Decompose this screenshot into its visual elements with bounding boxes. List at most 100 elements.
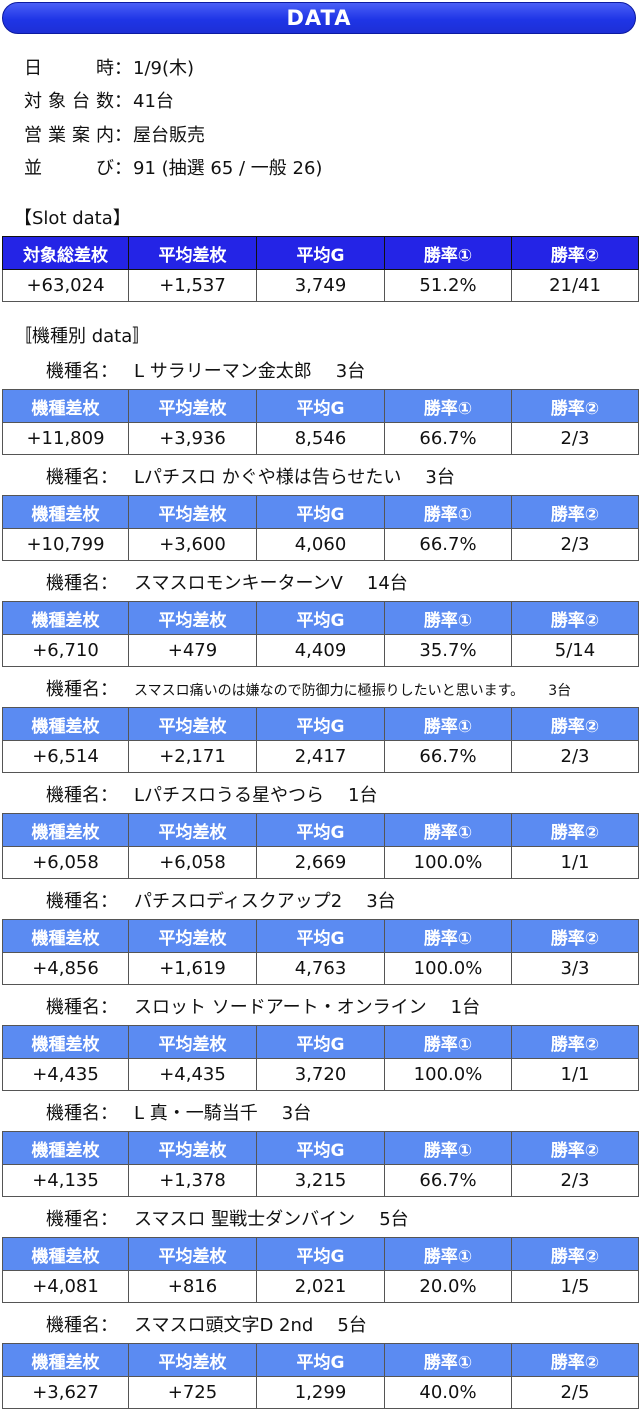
model-prefix: 機種名： [46, 1103, 118, 1124]
value-cell: +63,024 [2, 269, 129, 302]
info-value: 41台 [133, 91, 174, 113]
value-cell: +816 [128, 1270, 257, 1303]
info-label: 並 び [24, 158, 114, 180]
model-name-label: 機種名： L 真・一騎当千 3台 [46, 1099, 311, 1125]
table-row: +4,856 +1,619 4,763 100.0% 3/3 [2, 952, 639, 985]
header-cell: 平均G [256, 707, 385, 741]
table-header-row: 機種差枚 平均差枚 平均G 勝率① 勝率② [2, 919, 639, 953]
header-cell: 機種差枚 [2, 707, 129, 741]
header-cell: 勝率① [384, 389, 512, 423]
value-cell: 66.7% [384, 740, 512, 773]
header-cell: 勝率② [511, 1343, 639, 1377]
value-cell: 40.0% [384, 1376, 512, 1409]
value-cell: 8,546 [256, 422, 385, 455]
model-data-table: 機種差枚 平均差枚 平均G 勝率① 勝率② +11,809 +3,936 8,546 66.7%… [2, 389, 639, 455]
info-label: 対象台数 [24, 91, 114, 113]
model-units: 1台 [348, 785, 378, 806]
slot-data-table: 対象総差枚 平均差枚 平均G 勝率① 勝率② +63,024 +1,537 3,… [2, 236, 639, 302]
header-cell: 平均G [256, 389, 385, 423]
value-cell: 100.0% [384, 846, 512, 879]
value-cell: 20.0% [384, 1270, 512, 1303]
table-header-row: 機種差枚 平均差枚 平均G 勝率① 勝率② [2, 1025, 639, 1059]
header-cell: 勝率② [511, 389, 639, 423]
info-row-date: 日 時 ： 1/9(木) [24, 50, 322, 84]
value-cell: +2,171 [128, 740, 257, 773]
model-name: Lパチスロうる星やつら [134, 785, 325, 806]
header-cell: 平均差枚 [128, 236, 257, 270]
model-units: 5台 [379, 1209, 409, 1230]
info-colon: ： [114, 57, 132, 79]
model-name: パチスロディスクアップ2 [134, 891, 343, 912]
table-row: +4,135 +1,378 3,215 66.7% 2/3 [2, 1164, 639, 1197]
value-cell: +725 [128, 1376, 257, 1409]
value-cell: +479 [128, 634, 257, 667]
table-header-row: 機種差枚 平均差枚 平均G 勝率① 勝率② [2, 389, 639, 423]
value-cell: 35.7% [384, 634, 512, 667]
header-cell: 機種差枚 [2, 813, 129, 847]
model-data-table: 機種差枚 平均差枚 平均G 勝率① 勝率② +4,135 +1,378 3,215 66.7% 2… [2, 1131, 639, 1197]
model-prefix: 機種名： [46, 573, 118, 594]
table-row: +11,809 +3,936 8,546 66.7% 2/3 [2, 422, 639, 455]
value-cell: 51.2% [384, 269, 512, 302]
header-cell: 平均差枚 [128, 1025, 257, 1059]
table-row: +4,435 +4,435 3,720 100.0% 1/1 [2, 1058, 639, 1091]
value-cell: +6,514 [2, 740, 129, 773]
info-row-business: 営業案内 ： 屋台販売 [24, 117, 322, 151]
model-data-table: 機種差枚 平均差枚 平均G 勝率① 勝率② +6,710 +479 4,409 35.7% 5/1… [2, 601, 639, 667]
model-name-label: 機種名： スロット ソードアート・オンライン 1台 [46, 993, 480, 1019]
header-cell: 勝率② [511, 601, 639, 635]
slot-data-title: 【Slot data】 [14, 208, 131, 229]
value-cell: 2/3 [511, 528, 639, 561]
header-cell: 平均差枚 [128, 389, 257, 423]
header-cell: 勝率① [384, 1131, 512, 1165]
model-data-table: 機種差枚 平均差枚 平均G 勝率① 勝率② +6,058 +6,058 2,669 100.0%… [2, 813, 639, 879]
header-cell: 勝率② [511, 1131, 639, 1165]
value-cell: 21/41 [511, 269, 639, 302]
model-units: 3台 [366, 891, 396, 912]
header-cell: 平均差枚 [128, 813, 257, 847]
model-name-label: 機種名： スマスロモンキーターンV 14台 [46, 569, 408, 595]
value-cell: 5/14 [511, 634, 639, 667]
model-name: スマスロ頭文字D 2nd [134, 1315, 314, 1336]
header-cell: 平均差枚 [128, 601, 257, 635]
model-units: 3台 [548, 683, 572, 699]
model-name: L 真・一騎当千 [134, 1103, 258, 1124]
info-label: 日 時 [24, 57, 114, 79]
header-cell: 平均G [256, 919, 385, 953]
model-prefix: 機種名： [46, 1209, 118, 1230]
model-name-label: 機種名： Lパチスロうる星やつら 1台 [46, 781, 377, 807]
model-data-table: 機種差枚 平均差枚 平均G 勝率① 勝率② +10,799 +3,600 4,060 66.7%… [2, 495, 639, 561]
header-cell: 平均G [256, 495, 385, 529]
model-prefix: 機種名： [46, 891, 118, 912]
value-cell: 3,749 [256, 269, 385, 302]
value-cell: 3/3 [511, 952, 639, 985]
header-cell: 機種差枚 [2, 1025, 129, 1059]
value-cell: +4,435 [2, 1058, 129, 1091]
header-cell: 勝率① [384, 707, 512, 741]
table-header-row: 対象総差枚 平均差枚 平均G 勝率① 勝率② [2, 236, 639, 270]
info-colon: ： [114, 91, 132, 113]
header-cell: 平均差枚 [128, 1131, 257, 1165]
header-cell: 平均差枚 [128, 1237, 257, 1271]
header-cell: 勝率② [511, 919, 639, 953]
model-name: スマスロ痛いのは嫌なので防御力に極振りしたいと思います。 [134, 683, 525, 699]
info-label: 営業案内 [24, 124, 114, 146]
table-header-row: 機種差枚 平均差枚 平均G 勝率① 勝率② [2, 1131, 639, 1165]
header-cell: 勝率① [384, 1025, 512, 1059]
header-cell: 平均G [256, 601, 385, 635]
header-cell: 勝率② [511, 813, 639, 847]
model-name-label: 機種名： スマスロ痛いのは嫌なので防御力に極振りしたいと思います。 3台 [46, 675, 571, 701]
value-cell: +6,058 [2, 846, 129, 879]
value-cell: 100.0% [384, 1058, 512, 1091]
model-name-label: 機種名： L サラリーマン金太郎 3台 [46, 357, 365, 383]
model-name: L サラリーマン金太郎 [134, 361, 312, 382]
value-cell: +11,809 [2, 422, 129, 455]
value-cell: 66.7% [384, 528, 512, 561]
header-cell: 平均差枚 [128, 919, 257, 953]
model-name-label: 機種名： パチスロディスクアップ2 3台 [46, 887, 396, 913]
model-units: 14台 [366, 573, 408, 594]
model-prefix: 機種名： [46, 785, 118, 806]
table-header-row: 機種差枚 平均差枚 平均G 勝率① 勝率② [2, 601, 639, 635]
header-cell: 平均G [256, 1237, 385, 1271]
header-cell: 勝率① [384, 236, 512, 270]
